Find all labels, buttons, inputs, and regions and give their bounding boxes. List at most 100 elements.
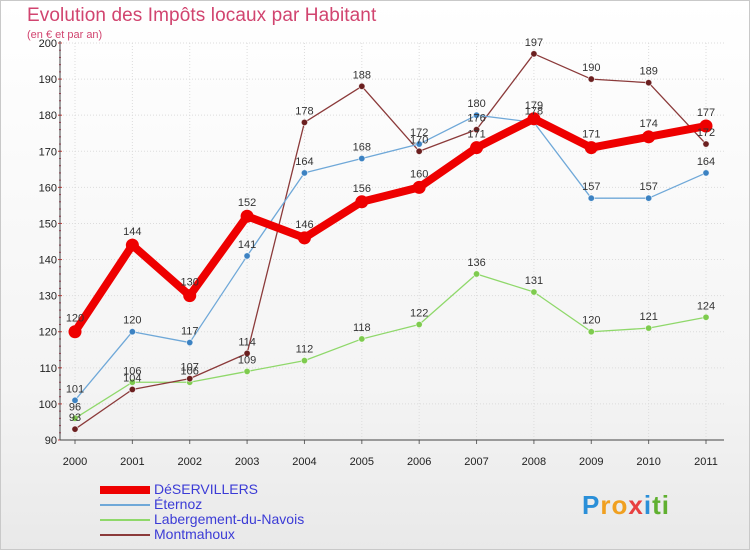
data-label-eternoz: 168 — [353, 141, 371, 153]
logo-letter: i — [643, 490, 653, 520]
data-point-deservillers — [699, 119, 713, 133]
data-point-eternoz — [358, 154, 366, 163]
data-label-eternoz: 120 — [123, 315, 141, 327]
line-chart: 90 100 110 120 130 140 150 160 170 180 190 200 2000 2… — [39, 37, 724, 468]
data-label-deservillers: 171 — [582, 129, 600, 141]
y-tick-label: 120 — [39, 327, 57, 339]
data-point-labergement-du-navois — [702, 313, 710, 321]
data-point-eternoz — [186, 338, 194, 347]
data-point-montmahoux — [243, 349, 251, 357]
data-label-montmahoux: 197 — [525, 37, 543, 49]
x-tick-label: 2001 — [120, 456, 144, 468]
data-point-montmahoux — [186, 375, 194, 383]
data-label-montmahoux: 93 — [69, 412, 81, 424]
data-point-labergement-du-navois — [71, 414, 79, 422]
legend-item: Montmahoux — [100, 527, 250, 542]
data-point-labergement-du-navois — [128, 378, 136, 386]
data-point-labergement-du-navois — [530, 288, 538, 296]
data-point-deservillers — [527, 112, 541, 126]
y-tick-label: 160 — [39, 182, 57, 194]
data-label-eternoz: 117 — [181, 326, 199, 338]
data-point-deservillers — [470, 141, 484, 155]
data-point-labergement-du-navois — [358, 335, 366, 343]
y-tick-label: 200 — [39, 38, 57, 50]
series-group — [68, 50, 713, 433]
chart-title: Evolution des Impôts locaux par Habitant — [27, 5, 377, 26]
data-point-montmahoux — [415, 147, 423, 155]
legend-label: Éternoz — [154, 496, 203, 512]
data-point-eternoz — [415, 140, 423, 148]
data-label-labergement-du-navois: 136 — [467, 257, 485, 269]
data-label-eternoz: 141 — [238, 239, 256, 251]
data-label-labergement-du-navois: 96 — [69, 401, 81, 413]
series-line-deservillers — [71, 114, 710, 336]
data-point-montmahoux — [300, 118, 309, 127]
legend-item: Labergement-du-Navois — [100, 512, 304, 527]
chart-subtitle: (en € et par an) — [27, 29, 103, 41]
data-point-eternoz — [702, 169, 710, 177]
x-tick-label: 2004 — [292, 456, 316, 468]
axes: 90 100 110 120 130 140 150 160 170 180 190 200 2000 2… — [39, 38, 724, 468]
data-label-labergement-du-navois: 109 — [238, 354, 256, 366]
data-label-deservillers: 152 — [238, 197, 256, 209]
data-label-labergement-du-navois: 121 — [639, 311, 657, 323]
data-label-labergement-du-navois: 122 — [410, 308, 428, 320]
data-point-deservillers — [125, 238, 139, 252]
logo-letter: t — [652, 490, 662, 520]
data-point-labergement-du-navois — [300, 356, 309, 365]
data-label-eternoz: 101 — [66, 383, 84, 395]
legend-item: DéSERVILLERS — [100, 482, 258, 497]
data-point-deservillers — [297, 231, 311, 245]
y-tick-label: 180 — [39, 110, 57, 122]
series-line-montmahoux — [74, 53, 707, 430]
x-tick-label: 2007 — [464, 456, 488, 468]
data-label-montmahoux: 170 — [410, 134, 428, 146]
x-tick-label: 2002 — [177, 456, 201, 468]
x-tick-label: 2010 — [636, 456, 660, 468]
y-tick-label: 170 — [39, 146, 57, 158]
data-label-eternoz: 178 — [525, 105, 543, 117]
data-label-montmahoux: 104 — [123, 372, 141, 384]
data-label-labergement-du-navois: 131 — [525, 275, 543, 287]
data-point-labergement-du-navois — [243, 367, 251, 376]
data-point-montmahoux — [358, 82, 366, 90]
x-tick-label: 2011 — [694, 456, 718, 468]
data-label-labergement-du-navois: 118 — [353, 322, 371, 334]
data-label-deservillers: 130 — [181, 277, 199, 289]
data-point-labergement-du-navois — [472, 270, 481, 278]
x-tick-label: 2003 — [235, 456, 259, 468]
legend: DéSERVILLERS Éternoz Labergement-du-Navois… — [100, 482, 304, 542]
data-point-eternoz — [472, 111, 481, 119]
data-label-deservillers: 174 — [639, 118, 657, 130]
logo-letter: i — [661, 490, 670, 520]
data-point-eternoz — [300, 169, 309, 177]
data-point-eternoz — [128, 328, 136, 336]
data-label-eternoz: 157 — [639, 181, 657, 193]
data-label-montmahoux: 114 — [238, 336, 256, 348]
x-tick-label: 2009 — [579, 456, 603, 468]
data-label-deservillers: 144 — [123, 226, 141, 238]
data-label-deservillers: 146 — [295, 219, 313, 231]
data-point-eternoz — [71, 396, 79, 404]
y-tick-label: 100 — [39, 399, 57, 411]
y-tick-label: 90 — [45, 435, 57, 447]
data-label-montmahoux: 178 — [295, 105, 313, 117]
data-point-deservillers — [584, 141, 598, 155]
data-labels: 96 106 106 109 112 118 122 136 131 120 121 124 93 104… — [66, 37, 715, 424]
data-point-deservillers — [412, 180, 426, 194]
data-point-eternoz — [243, 252, 251, 260]
data-label-montmahoux: 189 — [639, 66, 657, 78]
data-point-eternoz — [645, 194, 653, 202]
data-point-deservillers — [183, 289, 197, 303]
proxiti-logo: Proxiti — [582, 490, 670, 521]
data-point-montmahoux — [71, 425, 79, 433]
x-tick-label: 2006 — [407, 456, 431, 468]
data-label-montmahoux: 176 — [467, 113, 485, 125]
data-point-eternoz — [587, 194, 595, 202]
legend-swatch — [100, 518, 150, 521]
data-point-montmahoux — [472, 126, 481, 134]
data-point-labergement-du-navois — [645, 324, 653, 332]
data-label-deservillers: 179 — [525, 100, 543, 112]
data-label-labergement-du-navois: 112 — [296, 344, 314, 356]
